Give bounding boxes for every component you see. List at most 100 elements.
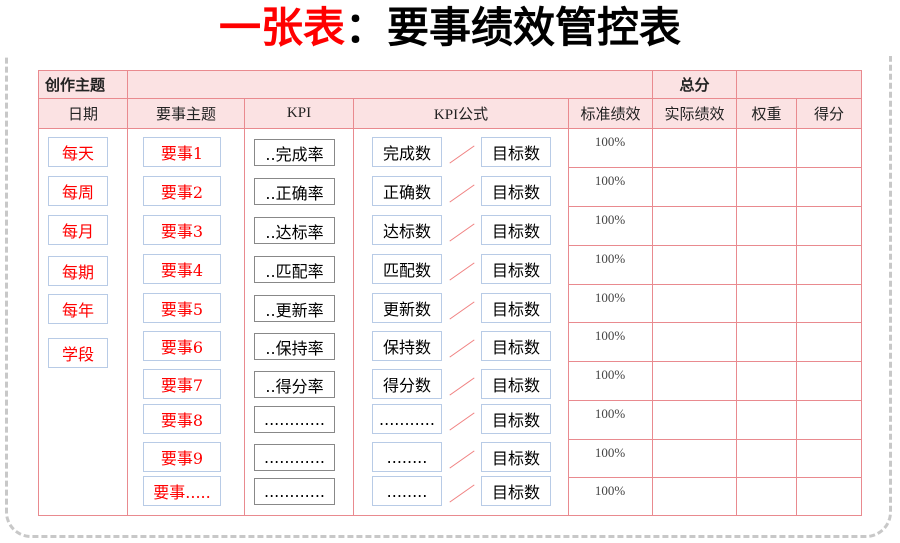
score-cell[interactable] xyxy=(796,361,862,401)
denominator-field[interactable]: 目标数 xyxy=(481,442,551,472)
kpi-field[interactable]: ..匹配率 xyxy=(254,256,335,283)
item-8[interactable]: 要事8 xyxy=(143,404,221,434)
score-cell[interactable] xyxy=(652,284,737,323)
topic-value[interactable] xyxy=(127,70,653,99)
score-cell[interactable] xyxy=(652,322,737,362)
date-item[interactable]: 每月 xyxy=(48,215,108,245)
numerator-field[interactable]: 达标数 xyxy=(372,215,442,245)
column-header: KPI xyxy=(244,98,354,129)
score-cell[interactable] xyxy=(796,439,862,478)
topic-label: 创作主题 xyxy=(38,70,128,99)
item-7[interactable]: 要事7 xyxy=(143,369,221,399)
numerator-field[interactable]: 更新数 xyxy=(372,293,442,323)
kpi-field[interactable]: ..更新率 xyxy=(254,295,335,322)
score-cell[interactable] xyxy=(736,439,797,478)
item-6[interactable]: 要事6 xyxy=(143,331,221,361)
column-header: 权重 xyxy=(736,98,797,129)
item-9[interactable]: 要事9 xyxy=(143,442,221,472)
item-4[interactable]: 要事4 xyxy=(143,254,221,284)
date-item[interactable]: 学段 xyxy=(48,338,108,368)
item-3[interactable]: 要事3 xyxy=(143,215,221,245)
standard-performance: 100% xyxy=(594,445,626,460)
score-cell[interactable] xyxy=(736,206,797,246)
score-cell[interactable] xyxy=(736,284,797,323)
score-cell[interactable] xyxy=(652,206,737,246)
score-cell[interactable] xyxy=(736,128,797,168)
kpi-field[interactable]: ..得分率 xyxy=(254,371,335,398)
denominator-field[interactable]: 目标数 xyxy=(481,254,551,284)
numerator-field[interactable]: 保持数 xyxy=(372,331,442,361)
date-item[interactable]: 每年 xyxy=(48,294,108,324)
standard-performance: 100% xyxy=(594,406,626,421)
denominator-field[interactable]: 目标数 xyxy=(481,331,551,361)
score-cell[interactable] xyxy=(736,477,797,516)
score-cell[interactable] xyxy=(652,167,737,207)
numerator-field[interactable]: ........ xyxy=(372,476,442,506)
score-cell[interactable] xyxy=(736,361,797,401)
kpi-field[interactable]: ..保持率 xyxy=(254,333,335,360)
column-header: 要事主题 xyxy=(127,98,245,129)
date-item[interactable]: 每周 xyxy=(48,176,108,206)
kpi-field[interactable]: ..完成率 xyxy=(254,139,335,166)
item-2[interactable]: 要事2 xyxy=(143,176,221,206)
score-cell[interactable] xyxy=(736,245,797,285)
denominator-field[interactable]: 目标数 xyxy=(481,176,551,206)
numerator-field[interactable]: 得分数 xyxy=(372,369,442,399)
score-cell[interactable] xyxy=(796,206,862,246)
standard-performance: 100% xyxy=(594,251,626,266)
kpi-field[interactable]: ..达标率 xyxy=(254,217,335,244)
numerator-field[interactable]: 正确数 xyxy=(372,176,442,206)
score-cell[interactable] xyxy=(736,322,797,362)
score-cell[interactable] xyxy=(652,361,737,401)
score-cell[interactable] xyxy=(796,477,862,516)
column-header: 实际绩效 xyxy=(652,98,737,129)
item-5[interactable]: 要事5 xyxy=(143,293,221,323)
total-label: 总分 xyxy=(652,70,737,99)
score-cell[interactable] xyxy=(736,400,797,440)
denominator-field[interactable]: 目标数 xyxy=(481,215,551,245)
score-cell[interactable] xyxy=(796,245,862,285)
item-10[interactable]: 要事..... xyxy=(143,476,221,506)
denominator-field[interactable]: 目标数 xyxy=(481,137,551,167)
kpi-field[interactable]: ............ xyxy=(254,444,335,471)
score-cell[interactable] xyxy=(736,167,797,207)
standard-performance: 100% xyxy=(594,367,626,382)
numerator-field[interactable]: ........ xyxy=(372,442,442,472)
title-red: 一张表 xyxy=(218,3,345,52)
score-cell[interactable] xyxy=(652,477,737,516)
column-header: KPI公式 xyxy=(353,98,569,129)
page-title: 一张表：要事绩效管控表 xyxy=(0,0,900,56)
kpi-field[interactable]: ............ xyxy=(254,406,335,433)
date-item[interactable]: 每期 xyxy=(48,256,108,286)
denominator-field[interactable]: 目标数 xyxy=(481,476,551,506)
score-cell[interactable] xyxy=(796,167,862,207)
score-cell[interactable] xyxy=(796,128,862,168)
standard-performance: 100% xyxy=(594,290,626,305)
numerator-field[interactable]: ........... xyxy=(372,404,442,434)
kpi-field[interactable]: ............ xyxy=(254,478,335,505)
standard-performance: 100% xyxy=(594,134,626,149)
score-cell[interactable] xyxy=(796,400,862,440)
denominator-field[interactable]: 目标数 xyxy=(481,404,551,434)
standard-performance: 100% xyxy=(594,173,626,188)
numerator-field[interactable]: 完成数 xyxy=(372,137,442,167)
score-cell[interactable] xyxy=(652,128,737,168)
numerator-field[interactable]: 匹配数 xyxy=(372,254,442,284)
standard-performance: 100% xyxy=(594,483,626,498)
denominator-field[interactable]: 目标数 xyxy=(481,369,551,399)
item-1[interactable]: 要事1 xyxy=(143,137,221,167)
score-cell[interactable] xyxy=(652,439,737,478)
standard-performance: 100% xyxy=(594,328,626,343)
kpi-field[interactable]: ..正确率 xyxy=(254,178,335,205)
column-header: 标准绩效 xyxy=(568,98,653,129)
column-header: 日期 xyxy=(38,98,128,129)
score-cell[interactable] xyxy=(796,322,862,362)
denominator-field[interactable]: 目标数 xyxy=(481,293,551,323)
score-cell[interactable] xyxy=(652,245,737,285)
date-item[interactable]: 每天 xyxy=(48,137,108,167)
standard-performance: 100% xyxy=(594,212,626,227)
title-black: ：要事绩效管控表 xyxy=(345,3,682,52)
score-cell[interactable] xyxy=(796,284,862,323)
total-value[interactable] xyxy=(736,70,862,99)
score-cell[interactable] xyxy=(652,400,737,440)
